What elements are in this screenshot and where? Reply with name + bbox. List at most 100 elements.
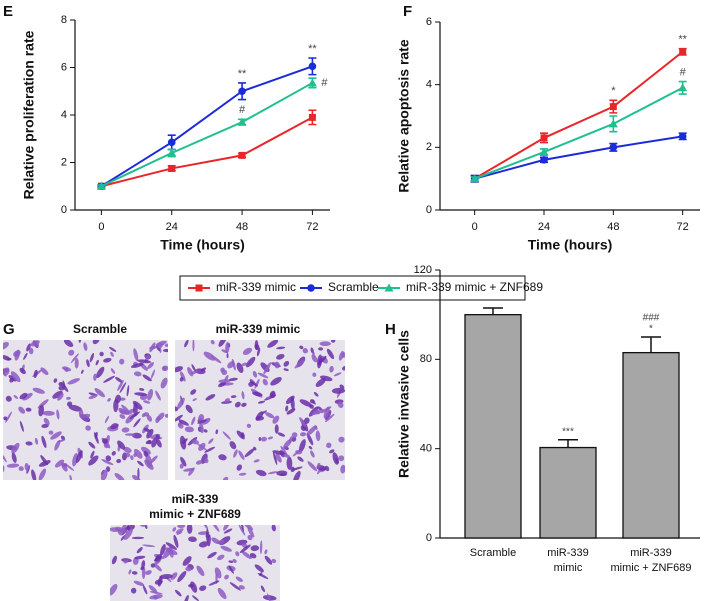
cell: [19, 392, 28, 400]
marker: [608, 119, 618, 128]
marker: [195, 284, 203, 292]
x-tick-label: miR-339: [547, 547, 589, 559]
cell: [313, 391, 319, 397]
x-tick-label: 72: [306, 221, 318, 233]
cell: [64, 463, 75, 471]
line: [474, 86, 684, 180]
cell: [144, 525, 148, 529]
cell: [303, 417, 310, 424]
image-caption: miR-339: [172, 492, 219, 506]
cell: [50, 431, 62, 440]
cell: [6, 463, 20, 468]
cell: [319, 341, 331, 347]
cell: [318, 347, 324, 351]
cell: [175, 406, 179, 412]
cell: [190, 370, 199, 375]
cell: [329, 365, 334, 373]
cell: [188, 583, 195, 588]
cell: [224, 574, 229, 580]
cell: [63, 340, 74, 348]
line: [101, 116, 313, 188]
x-tick-label: 48: [236, 221, 248, 233]
cell: [315, 430, 321, 442]
cell: [145, 453, 153, 468]
cell: [267, 340, 279, 348]
cell: [60, 435, 65, 441]
cell: [224, 398, 230, 403]
x-axis-label: Time (hours): [528, 237, 613, 253]
cell: [312, 351, 315, 356]
cell: [191, 416, 196, 426]
cell: [271, 525, 276, 532]
cell: [130, 455, 134, 461]
cell: [26, 343, 31, 352]
marker: [167, 138, 176, 147]
cell: [57, 393, 64, 401]
cell: [221, 369, 228, 376]
cell: [252, 370, 258, 378]
cell: [194, 368, 206, 375]
cell: [133, 448, 143, 459]
cell: [331, 387, 345, 394]
marker: [167, 148, 177, 157]
cell: [58, 382, 63, 387]
cell: [283, 453, 291, 458]
cell: [140, 525, 146, 527]
cell: [143, 450, 149, 457]
cell: [291, 466, 303, 471]
cell: [255, 416, 265, 421]
cell: [75, 450, 83, 463]
cell: [326, 442, 332, 449]
marker: [308, 62, 317, 71]
cell: [165, 542, 178, 550]
cell: [153, 595, 158, 600]
cell: [283, 360, 290, 367]
cell: [133, 452, 138, 458]
cell: [179, 376, 184, 382]
cell: [183, 594, 189, 601]
marker: [609, 143, 618, 152]
cell: [191, 439, 199, 445]
cell: [25, 441, 33, 446]
cell: [131, 536, 145, 540]
cell: [218, 340, 227, 347]
cell: [153, 556, 160, 562]
cell: [308, 445, 313, 450]
annotation: #: [321, 77, 328, 89]
cell: [114, 394, 122, 404]
cell: [205, 394, 216, 401]
micrograph: [175, 340, 345, 480]
cell: [142, 585, 148, 595]
cell: [203, 429, 208, 433]
cell: [103, 443, 109, 449]
cell: [249, 380, 258, 387]
cell: [67, 378, 80, 385]
cell: [10, 371, 21, 383]
cell: [286, 456, 293, 470]
cell: [238, 525, 246, 536]
cell: [312, 372, 317, 377]
cell: [241, 402, 247, 407]
legend-label: miR-339 mimic + ZNF689: [406, 280, 543, 294]
cell: [5, 411, 13, 423]
cell: [240, 525, 244, 532]
cell: [11, 442, 20, 454]
cell: [241, 551, 252, 560]
cell: [149, 342, 156, 353]
cell: [309, 399, 315, 404]
cell: [134, 555, 146, 560]
cell: [324, 465, 330, 472]
cell: [92, 340, 100, 345]
line: [100, 65, 313, 188]
y-tick-label: 4: [426, 79, 432, 91]
cell: [145, 570, 152, 575]
cell: [236, 464, 243, 471]
cell: [117, 379, 124, 391]
marker: [679, 48, 687, 56]
image-caption: Scramble: [73, 322, 127, 336]
marker: [307, 284, 315, 292]
cell: [247, 534, 253, 541]
cell: [318, 355, 327, 365]
cell: [256, 347, 261, 357]
cell: [3, 367, 10, 376]
